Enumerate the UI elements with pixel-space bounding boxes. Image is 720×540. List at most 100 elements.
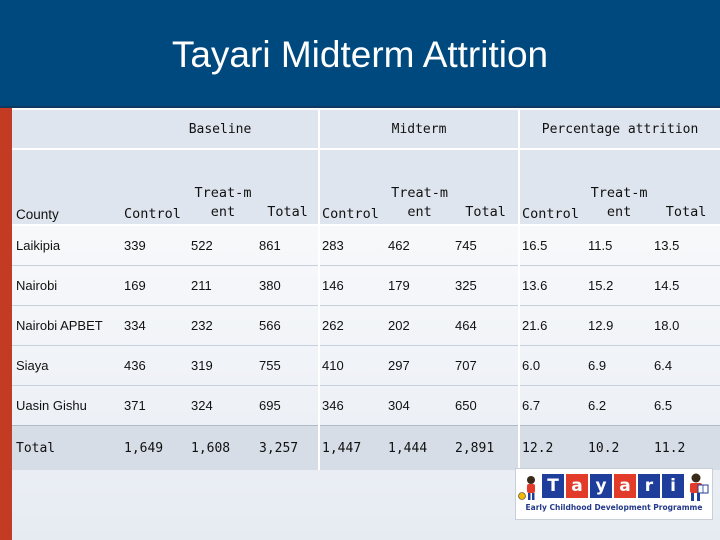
table-row: Nairobi APBET 334 232 566 262 202 464 21… [12, 305, 720, 346]
total-label-cell: Total [12, 425, 122, 470]
value-cell: 522 [189, 224, 257, 266]
value-cell: 232 [189, 305, 257, 346]
table-row: Uasin Gishu 371 324 695 346 304 650 6.7 … [12, 385, 720, 426]
value-cell: 319 [189, 345, 257, 386]
column-header-baseline-treatment: Treat-m ent [189, 149, 257, 226]
value-cell: 436 [122, 345, 189, 386]
logo-letter: i [662, 474, 684, 498]
total-value-cell: 3,257 [257, 425, 320, 470]
value-cell: 325 [453, 265, 520, 306]
total-row: Total 1,649 1,608 3,257 1,447 1,444 2,89… [12, 425, 720, 470]
value-cell: 6.7 [518, 385, 587, 426]
value-cell: 6.0 [518, 345, 587, 386]
value-cell: 6.2 [586, 385, 653, 426]
slide-title: Tayari Midterm Attrition [171, 34, 549, 75]
logo-tagline: Early Childhood Development Programme [525, 503, 703, 512]
column-header-row: County Control Treat-m ent Total Control … [12, 149, 720, 226]
county-cell: Siaya [12, 345, 122, 386]
table-row: Siaya 436 319 755 410 297 707 6.0 6.9 6.… [12, 345, 720, 386]
value-cell: 6.4 [652, 345, 720, 386]
value-cell: 262 [318, 305, 387, 346]
group-header-baseline: Baseline [122, 110, 320, 150]
value-cell: 339 [122, 224, 189, 266]
county-cell: Uasin Gishu [12, 385, 122, 426]
county-cell: Laikipia [12, 224, 122, 266]
column-header-county: County [12, 149, 122, 226]
value-cell: 861 [257, 224, 320, 266]
value-cell: 12.9 [586, 305, 653, 346]
total-value-cell: 1,447 [318, 425, 387, 470]
group-header-row: Baseline Midterm Percentage attrition [12, 110, 720, 150]
value-cell: 334 [122, 305, 189, 346]
table-row: Laikipia 339 522 861 283 462 745 16.5 11… [12, 224, 720, 266]
treatment-line2: ent [210, 204, 236, 220]
treatment-line1: Treat-m [194, 185, 252, 201]
value-cell: 21.6 [518, 305, 587, 346]
value-cell: 707 [453, 345, 520, 386]
value-cell: 695 [257, 385, 320, 426]
child-with-ball-icon [518, 476, 535, 500]
accent-bar [0, 108, 12, 540]
value-cell: 202 [386, 305, 454, 346]
column-header-baseline-control: Control [122, 149, 189, 226]
column-header-attrition-total: Total [652, 149, 720, 226]
value-cell: 346 [318, 385, 387, 426]
column-header-baseline-total: Total [257, 149, 320, 226]
value-cell: 6.5 [652, 385, 720, 426]
value-cell: 283 [318, 224, 387, 266]
column-header-attrition-control: Control [518, 149, 587, 226]
column-header-midterm-total: Total [453, 149, 520, 226]
logo-letter: y [590, 474, 612, 498]
value-cell: 169 [122, 265, 189, 306]
treatment-line1: Treat-m [590, 185, 648, 201]
attrition-table: Baseline Midterm Percentage attrition Co… [12, 110, 720, 470]
value-cell: 755 [257, 345, 320, 386]
column-header-midterm-treatment: Treat-m ent [386, 149, 454, 226]
table-row: Nairobi 169 211 380 146 179 325 13.6 15.… [12, 265, 720, 306]
logo-letter: r [638, 474, 660, 498]
value-cell: 464 [453, 305, 520, 346]
value-cell: 304 [386, 385, 454, 426]
total-value-cell: 10.2 [586, 425, 653, 470]
value-cell: 18.0 [652, 305, 720, 346]
group-header-percentage-attrition: Percentage attrition [518, 110, 720, 150]
county-cell: Nairobi APBET [12, 305, 122, 346]
total-value-cell: 1,444 [386, 425, 454, 470]
value-cell: 146 [318, 265, 387, 306]
attrition-table-container: Baseline Midterm Percentage attrition Co… [12, 110, 720, 470]
slide-header: Tayari Midterm Attrition [0, 0, 720, 108]
table-body: Laikipia 339 522 861 283 462 745 16.5 11… [12, 224, 720, 470]
value-cell: 371 [122, 385, 189, 426]
logo-wordmark: T a y a r i [542, 474, 684, 498]
value-cell: 6.9 [586, 345, 653, 386]
value-cell: 410 [318, 345, 387, 386]
value-cell: 211 [189, 265, 257, 306]
value-cell: 13.5 [652, 224, 720, 266]
value-cell: 11.5 [586, 224, 653, 266]
value-cell: 566 [257, 305, 320, 346]
total-value-cell: 1,649 [122, 425, 189, 470]
value-cell: 16.5 [518, 224, 587, 266]
child-reading-icon [690, 473, 709, 501]
group-header-midterm: Midterm [318, 110, 520, 150]
treatment-line1: Treat-m [391, 185, 448, 201]
total-value-cell: 1,608 [189, 425, 257, 470]
county-cell: Nairobi [12, 265, 122, 306]
column-header-attrition-treatment: Treat-m ent [586, 149, 653, 226]
value-cell: 650 [453, 385, 520, 426]
value-cell: 14.5 [652, 265, 720, 306]
tayari-logo: T a y a r i Early Childhood Development … [515, 468, 713, 520]
value-cell: 324 [189, 385, 257, 426]
value-cell: 380 [257, 265, 320, 306]
value-cell: 745 [453, 224, 520, 266]
value-cell: 297 [386, 345, 454, 386]
column-header-midterm-control: Control [318, 149, 387, 226]
total-value-cell: 2,891 [453, 425, 520, 470]
value-cell: 462 [386, 224, 454, 266]
treatment-line2: ent [606, 204, 632, 220]
total-value-cell: 12.2 [518, 425, 587, 470]
total-value-cell: 11.2 [652, 425, 720, 470]
logo-letter: a [566, 474, 588, 498]
group-header-empty [12, 110, 122, 150]
treatment-line2: ent [407, 204, 432, 220]
